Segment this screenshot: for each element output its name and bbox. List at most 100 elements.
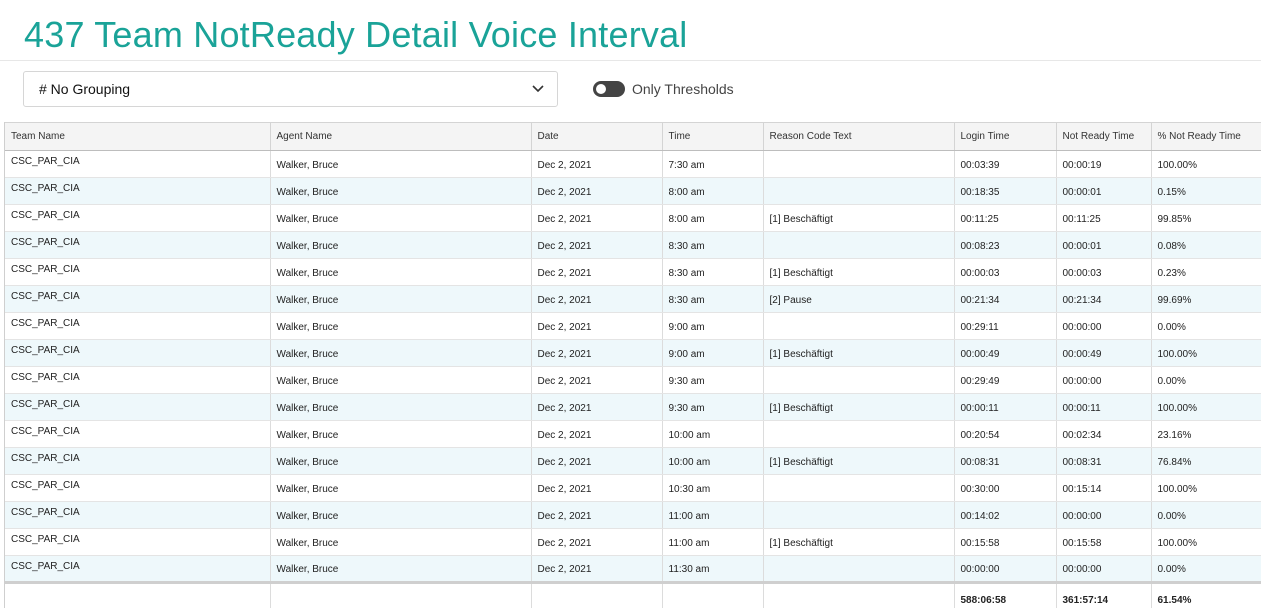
cell-reason-code [763,501,955,529]
cell-pct-not-ready: 0.00% [1151,555,1261,583]
cell-team-name: CSC_PAR_CIA [5,150,271,178]
cell-login-time: 00:00:11 [954,393,1057,421]
cell-pct-not-ready: 99.69% [1151,285,1261,313]
table-row[interactable]: CSC_PAR_CIA Walker, Bruce Dec 2, 2021 9:00 … [5,312,1261,340]
cell-reason-code [763,474,955,502]
column-header-not-ready-time[interactable]: Not Ready Time [1056,122,1152,151]
title-divider [0,60,1261,61]
report-table: Team Name Agent Name Date Time Reason Co… [5,122,1261,608]
column-header-time[interactable]: Time [662,122,764,151]
cell-login-time: 00:30:00 [954,474,1057,502]
cell-time: 10:00 am [662,447,764,475]
cell-date: Dec 2, 2021 [531,366,663,394]
cell-date: Dec 2, 2021 [531,555,663,583]
cell-team-name: CSC_PAR_CIA [5,177,271,205]
table-row[interactable]: CSC_PAR_CIA Walker, Bruce Dec 2, 2021 10:00… [5,447,1261,475]
table-row[interactable]: CSC_PAR_CIA Walker, Bruce Dec 2, 2021 7:30 … [5,150,1261,178]
column-header-reason-code-text[interactable]: Reason Code Text [763,122,955,151]
table-row[interactable]: CSC_PAR_CIA Walker, Bruce Dec 2, 2021 11:00… [5,501,1261,529]
cell-login-time: 00:03:39 [954,150,1057,178]
cell-team-name: CSC_PAR_CIA [5,366,271,394]
table-row[interactable]: CSC_PAR_CIA Walker, Bruce Dec 2, 2021 8:00 … [5,177,1261,205]
cell-date: Dec 2, 2021 [531,420,663,448]
cell-date: Dec 2, 2021 [531,177,663,205]
cell-reason-code [763,312,955,340]
cell-pct-not-ready: 76.84% [1151,447,1261,475]
cell-login-time: 00:08:31 [954,447,1057,475]
column-header-date[interactable]: Date [531,122,663,151]
cell-not-ready-time: 00:00:00 [1056,366,1152,394]
cell-date: Dec 2, 2021 [531,204,663,232]
cell-time: 8:00 am [662,204,764,232]
cell-pct-not-ready: 100.00% [1151,393,1261,421]
cell-agent-name: Walker, Bruce [270,501,532,529]
toggle-knob [596,84,606,94]
table-row[interactable]: CSC_PAR_CIA Walker, Bruce Dec 2, 2021 10:30… [5,474,1261,502]
cell-date: Dec 2, 2021 [531,258,663,286]
cell-date: Dec 2, 2021 [531,393,663,421]
cell-agent-name: Walker, Bruce [270,285,532,313]
table-row[interactable]: CSC_PAR_CIA Walker, Bruce Dec 2, 2021 11:30… [5,555,1261,583]
total-cell-agent-name [270,581,532,608]
cell-not-ready-time: 00:15:14 [1056,474,1152,502]
cell-team-name: CSC_PAR_CIA [5,231,271,259]
cell-time: 9:30 am [662,393,764,421]
cell-reason-code: [2] Pause [763,285,955,313]
table-row[interactable]: CSC_PAR_CIA Walker, Bruce Dec 2, 2021 10:00… [5,420,1261,448]
cell-pct-not-ready: 0.00% [1151,312,1261,340]
table-body: CSC_PAR_CIA Walker, Bruce Dec 2, 2021 7:30 … [5,150,1261,608]
cell-login-time: 00:11:25 [954,204,1057,232]
cell-agent-name: Walker, Bruce [270,231,532,259]
cell-not-ready-time: 00:02:34 [1056,420,1152,448]
table-row[interactable]: CSC_PAR_CIA Walker, Bruce Dec 2, 2021 8:30 … [5,285,1261,313]
cell-team-name: CSC_PAR_CIA [5,339,271,367]
cell-agent-name: Walker, Bruce [270,177,532,205]
table-row[interactable]: CSC_PAR_CIA Walker, Bruce Dec 2, 2021 9:30 … [5,366,1261,394]
cell-not-ready-time: 00:15:58 [1056,528,1152,556]
column-header-pct-not-ready-time[interactable]: % Not Ready Time [1151,122,1261,151]
cell-team-name: CSC_PAR_CIA [5,447,271,475]
cell-time: 11:00 am [662,528,764,556]
cell-time: 11:30 am [662,555,764,583]
cell-not-ready-time: 00:11:25 [1056,204,1152,232]
table-row[interactable]: CSC_PAR_CIA Walker, Bruce Dec 2, 2021 9:30 … [5,393,1261,421]
total-cell-team-name [5,581,271,608]
cell-not-ready-time: 00:00:01 [1056,177,1152,205]
table-row[interactable]: CSC_PAR_CIA Walker, Bruce Dec 2, 2021 8:30 … [5,231,1261,259]
cell-not-ready-time: 00:00:00 [1056,555,1152,583]
thresholds-toggle[interactable] [593,81,625,97]
thresholds-toggle-group: Only Thresholds [593,79,734,99]
cell-reason-code [763,366,955,394]
cell-login-time: 00:14:02 [954,501,1057,529]
page-title: 437 Team NotReady Detail Voice Interval [24,14,688,55]
cell-not-ready-time: 00:00:49 [1056,339,1152,367]
cell-login-time: 00:29:49 [954,366,1057,394]
column-header-team-name[interactable]: Team Name [5,122,271,151]
cell-team-name: CSC_PAR_CIA [5,258,271,286]
cell-reason-code: [1] Beschäftigt [763,393,955,421]
grouping-select[interactable]: # No Grouping [23,71,558,107]
cell-pct-not-ready: 99.85% [1151,204,1261,232]
cell-login-time: 00:08:23 [954,231,1057,259]
cell-reason-code: [1] Beschäftigt [763,447,955,475]
cell-not-ready-time: 00:00:00 [1056,312,1152,340]
cell-team-name: CSC_PAR_CIA [5,312,271,340]
cell-team-name: CSC_PAR_CIA [5,393,271,421]
cell-pct-not-ready: 23.16% [1151,420,1261,448]
cell-date: Dec 2, 2021 [531,528,663,556]
column-header-agent-name[interactable]: Agent Name [270,122,532,151]
total-cell-pct-not-ready: 61.54% [1151,581,1261,608]
table-row[interactable]: CSC_PAR_CIA Walker, Bruce Dec 2, 2021 8:00 … [5,204,1261,232]
cell-pct-not-ready: 0.08% [1151,231,1261,259]
cell-date: Dec 2, 2021 [531,501,663,529]
cell-date: Dec 2, 2021 [531,447,663,475]
column-header-login-time[interactable]: Login Time [954,122,1057,151]
cell-pct-not-ready: 100.00% [1151,150,1261,178]
cell-not-ready-time: 00:00:19 [1056,150,1152,178]
table-row[interactable]: CSC_PAR_CIA Walker, Bruce Dec 2, 2021 11:00… [5,528,1261,556]
cell-agent-name: Walker, Bruce [270,258,532,286]
cell-login-time: 00:21:34 [954,285,1057,313]
table-row[interactable]: CSC_PAR_CIA Walker, Bruce Dec 2, 2021 8:30 … [5,258,1261,286]
table-row[interactable]: CSC_PAR_CIA Walker, Bruce Dec 2, 2021 9:00 … [5,339,1261,367]
cell-time: 11:00 am [662,501,764,529]
